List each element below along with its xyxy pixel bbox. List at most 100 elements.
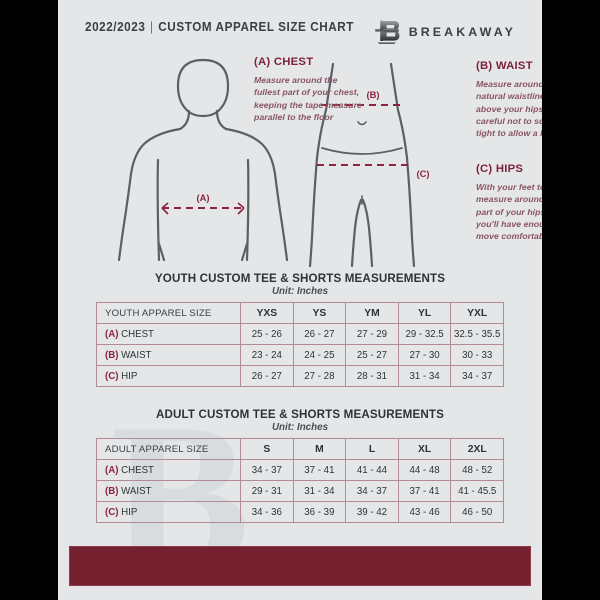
row-code: (C) <box>105 370 119 382</box>
youth-size-yxs: YXS <box>240 302 294 324</box>
measurement-cell: 25 - 27 <box>345 344 399 366</box>
measurement-cell: 37 - 41 <box>397 480 452 502</box>
adult-size-2xl: 2XL <box>450 438 504 460</box>
measurement-cell: 32.5 - 35.5 <box>450 323 504 345</box>
measurement-cell: 24 - 25 <box>292 344 347 366</box>
neck-right <box>215 109 228 131</box>
measurement-cell: 26 - 27 <box>240 365 294 387</box>
callout-chest-heading: (A) CHEST <box>254 56 314 68</box>
adult-row-label-waist: (B) WAIST <box>96 480 241 502</box>
adult-header-row: ADULT APPAREL SIZE S M L XL 2XL <box>96 438 504 460</box>
header-season: 2022/2023 <box>85 20 146 34</box>
measurement-cell: 34 - 37 <box>240 459 294 481</box>
youth-table-unit: Unit: Inches <box>271 286 329 297</box>
adult-table-block: ADULT CUSTOM TEE & SHORTS MEASUREMENTS U… <box>96 408 504 523</box>
measurement-cell: 34 - 37 <box>345 480 399 502</box>
measurement-cell: 29 - 31 <box>240 480 294 502</box>
brand-logo: BREAKAWAY <box>374 18 516 46</box>
youth-table-block: YOUTH CUSTOM TEE & SHORTS MEASUREMENTS U… <box>96 272 504 387</box>
measurement-cell: 28 - 31 <box>345 365 399 387</box>
measurement-cell: 34 - 37 <box>450 365 504 387</box>
chest-arrow-left <box>161 202 169 215</box>
adult-table-unit: Unit: Inches <box>271 422 329 433</box>
callout-hips-heading: (C) HIPS <box>476 163 524 175</box>
measurement-cell: 41 - 44 <box>345 459 399 481</box>
adult-size-m: M <box>292 438 347 460</box>
inner-leg-right <box>361 198 374 268</box>
body-diagram-svg: (A) (B) (C) <box>117 58 430 268</box>
size-chart-page: B 2022/2023 | CUSTOM APPAREL SIZE CHART <box>58 0 542 600</box>
belly-crease <box>321 147 403 155</box>
youth-header-row: YOUTH APPAREL SIZE YXS YS YM YL YXL <box>96 302 504 324</box>
torso-right <box>245 158 250 262</box>
page-title: CUSTOM APPAREL SIZE CHART <box>158 20 355 34</box>
measurement-cell: 39 - 42 <box>345 501 399 523</box>
neck-left <box>178 109 191 131</box>
measurement-cell: 36 - 39 <box>292 501 347 523</box>
youth-row-label-chest: (A) CHEST <box>96 323 241 345</box>
youth-row-label-waist: (B) WAIST <box>96 344 241 366</box>
torso-left <box>156 158 161 262</box>
measurement-cell: 26 - 27 <box>292 323 347 345</box>
page-header: 2022/2023 | CUSTOM APPAREL SIZE CHART <box>58 0 542 52</box>
youth-size-yxl: YXL <box>450 302 504 324</box>
row-code: (B) <box>105 349 119 361</box>
measurement-cell: 41 - 45.5 <box>450 480 504 502</box>
row-code: (B) <box>105 485 119 497</box>
youth-size-table: YOUTH APPAREL SIZE YXS YS YM YL YXL (A) CHEST 2… <box>96 302 504 387</box>
table-row: (A) CHEST 25 - 26 26 - 27 27 - 29 29 - 32.5 3… <box>96 323 504 345</box>
adult-table-title: ADULT CUSTOM TEE & SHORTS MEASUREMENTS <box>155 408 445 421</box>
head-outline <box>176 58 230 118</box>
youth-table-title: YOUTH CUSTOM TEE & SHORTS MEASUREMENTS <box>154 272 446 285</box>
header-title-line: 2022/2023 | CUSTOM APPAREL SIZE CHART <box>85 20 354 34</box>
hip-left-outline <box>308 62 335 268</box>
brand-wordmark: BREAKAWAY <box>408 25 516 39</box>
table-row: (B) WAIST 29 - 31 31 - 34 34 - 37 37 - 41 41 … <box>96 480 504 502</box>
adult-size-label: ADULT APPAREL SIZE <box>96 438 241 460</box>
hip-right-outline <box>389 62 416 268</box>
measurement-cell: 27 - 29 <box>345 323 399 345</box>
adult-size-l: L <box>345 438 399 460</box>
chest-arrow-right <box>237 202 245 215</box>
armpit-crease-right <box>240 242 249 262</box>
navel <box>357 121 367 126</box>
row-code: (C) <box>105 506 119 518</box>
youth-size-ys: YS <box>292 302 347 324</box>
row-code: (A) <box>105 464 119 476</box>
adult-row-label-chest: (A) CHEST <box>96 459 241 481</box>
figure-label-chest: (A) <box>196 192 209 203</box>
table-row: (B) WAIST 23 - 24 24 - 25 25 - 27 27 - 30 30 … <box>96 344 504 366</box>
measurement-cell: 34 - 36 <box>240 501 294 523</box>
right-arm <box>224 127 289 262</box>
measurement-cell: 27 - 30 <box>397 344 452 366</box>
callout-chest: (A) CHEST Measure around the fullest par… <box>254 56 362 123</box>
youth-row-label-hip: (C) HIP <box>96 365 241 387</box>
table-row: (C) HIP 34 - 36 36 - 39 39 - 42 43 - 46 46 - … <box>96 501 504 523</box>
measurement-cell: 31 - 34 <box>292 480 347 502</box>
adult-row-label-hip: (C) HIP <box>96 501 241 523</box>
callout-chest-body: Measure around the fullest part of your … <box>254 75 362 123</box>
youth-size-label: YOUTH APPAREL SIZE <box>96 302 241 324</box>
measurement-cell: 27 - 28 <box>292 365 347 387</box>
measurement-cell: 48 - 52 <box>450 459 504 481</box>
figure-label-waist: (B) <box>366 89 379 100</box>
callout-hips: (C) HIPS With your feet together, measur… <box>476 163 542 243</box>
measurement-cell: 46 - 50 <box>450 501 504 523</box>
measurement-cell: 31 - 34 <box>397 365 452 387</box>
armpit-crease-left <box>157 242 166 262</box>
adult-size-xl: XL <box>397 438 452 460</box>
figure-label-hips: (C) <box>416 168 429 179</box>
left-arm <box>117 127 182 262</box>
adult-size-table: ADULT APPAREL SIZE S M L XL 2XL (A) CHEST 34 - … <box>96 438 504 523</box>
callout-hips-body: With your feet together, measure around … <box>476 182 542 242</box>
measurement-cell: 43 - 46 <box>397 501 452 523</box>
measurement-cell: 44 - 48 <box>397 459 452 481</box>
row-code: (A) <box>105 328 119 340</box>
table-row: (A) CHEST 34 - 37 37 - 41 41 - 44 44 - 48 48 … <box>96 459 504 481</box>
youth-size-ym: YM <box>345 302 399 324</box>
adult-size-s: S <box>240 438 294 460</box>
measurement-cell: 30 - 33 <box>450 344 504 366</box>
footer-bar <box>69 546 531 586</box>
table-row: (C) HIP 26 - 27 27 - 28 28 - 31 31 - 34 34 - … <box>96 365 504 387</box>
header-separator: | <box>150 20 154 34</box>
